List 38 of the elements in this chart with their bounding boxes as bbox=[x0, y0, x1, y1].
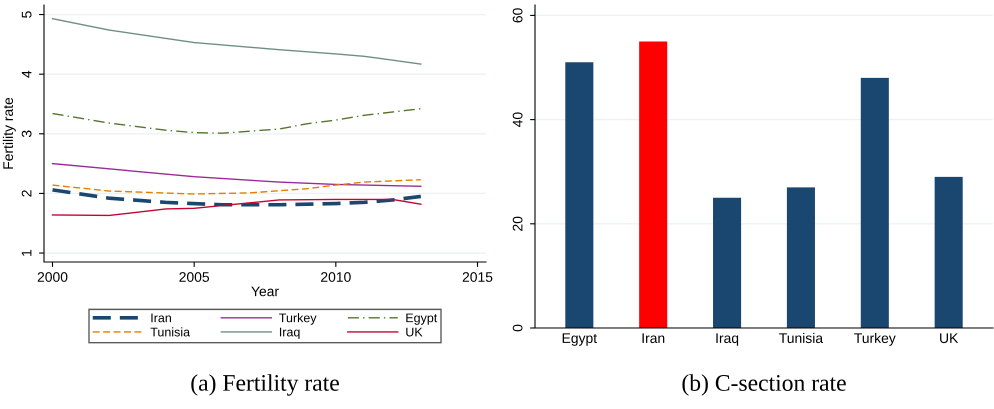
y-tick-label: 4 bbox=[22, 70, 32, 78]
x-tick-label: 2005 bbox=[179, 272, 210, 282]
legend-label: Egypt bbox=[406, 314, 438, 325]
x-tick-label: UK bbox=[940, 333, 958, 344]
y-tick-label: 20 bbox=[512, 216, 523, 231]
y-tick-label: 0 bbox=[512, 324, 523, 332]
y-tick-label: 60 bbox=[512, 8, 523, 22]
x-tick-label: Iran bbox=[642, 333, 664, 344]
y-tick-label: 3 bbox=[22, 130, 32, 138]
y-tick-label: 1 bbox=[22, 250, 32, 256]
x-axis-title: Year bbox=[251, 286, 279, 296]
line-series bbox=[52, 179, 422, 195]
text: (b) C-section rate bbox=[682, 374, 846, 396]
line-series bbox=[52, 162, 422, 187]
y-tick-label: 40 bbox=[512, 112, 523, 128]
line-series bbox=[52, 18, 422, 65]
text: (a) Fertility rate bbox=[191, 374, 339, 396]
line-series bbox=[52, 198, 422, 216]
x-tick-label: 2015 bbox=[462, 272, 492, 282]
x-tick-label: Iraq bbox=[716, 333, 738, 346]
bar bbox=[934, 176, 963, 328]
x-tick-label: Turkey bbox=[854, 332, 896, 346]
legend-label: Turkey bbox=[279, 313, 317, 325]
line-series bbox=[52, 108, 422, 134]
bar bbox=[860, 78, 889, 328]
y-tick-label: 5 bbox=[22, 11, 32, 18]
bar bbox=[713, 198, 742, 328]
x-tick-label: Egypt bbox=[562, 333, 597, 346]
bar bbox=[565, 62, 594, 328]
y-tick-label: 2 bbox=[22, 190, 32, 197]
legend-label: Iran bbox=[151, 314, 171, 322]
x-tick-label: 2000 bbox=[38, 272, 68, 282]
line-series bbox=[50, 188, 423, 207]
x-tick-label: 2010 bbox=[321, 272, 351, 282]
bar bbox=[786, 187, 815, 328]
y-axis-title: Fertility rate bbox=[2, 98, 16, 169]
x-tick-label: Tunisia bbox=[779, 332, 824, 344]
bar bbox=[639, 41, 668, 328]
